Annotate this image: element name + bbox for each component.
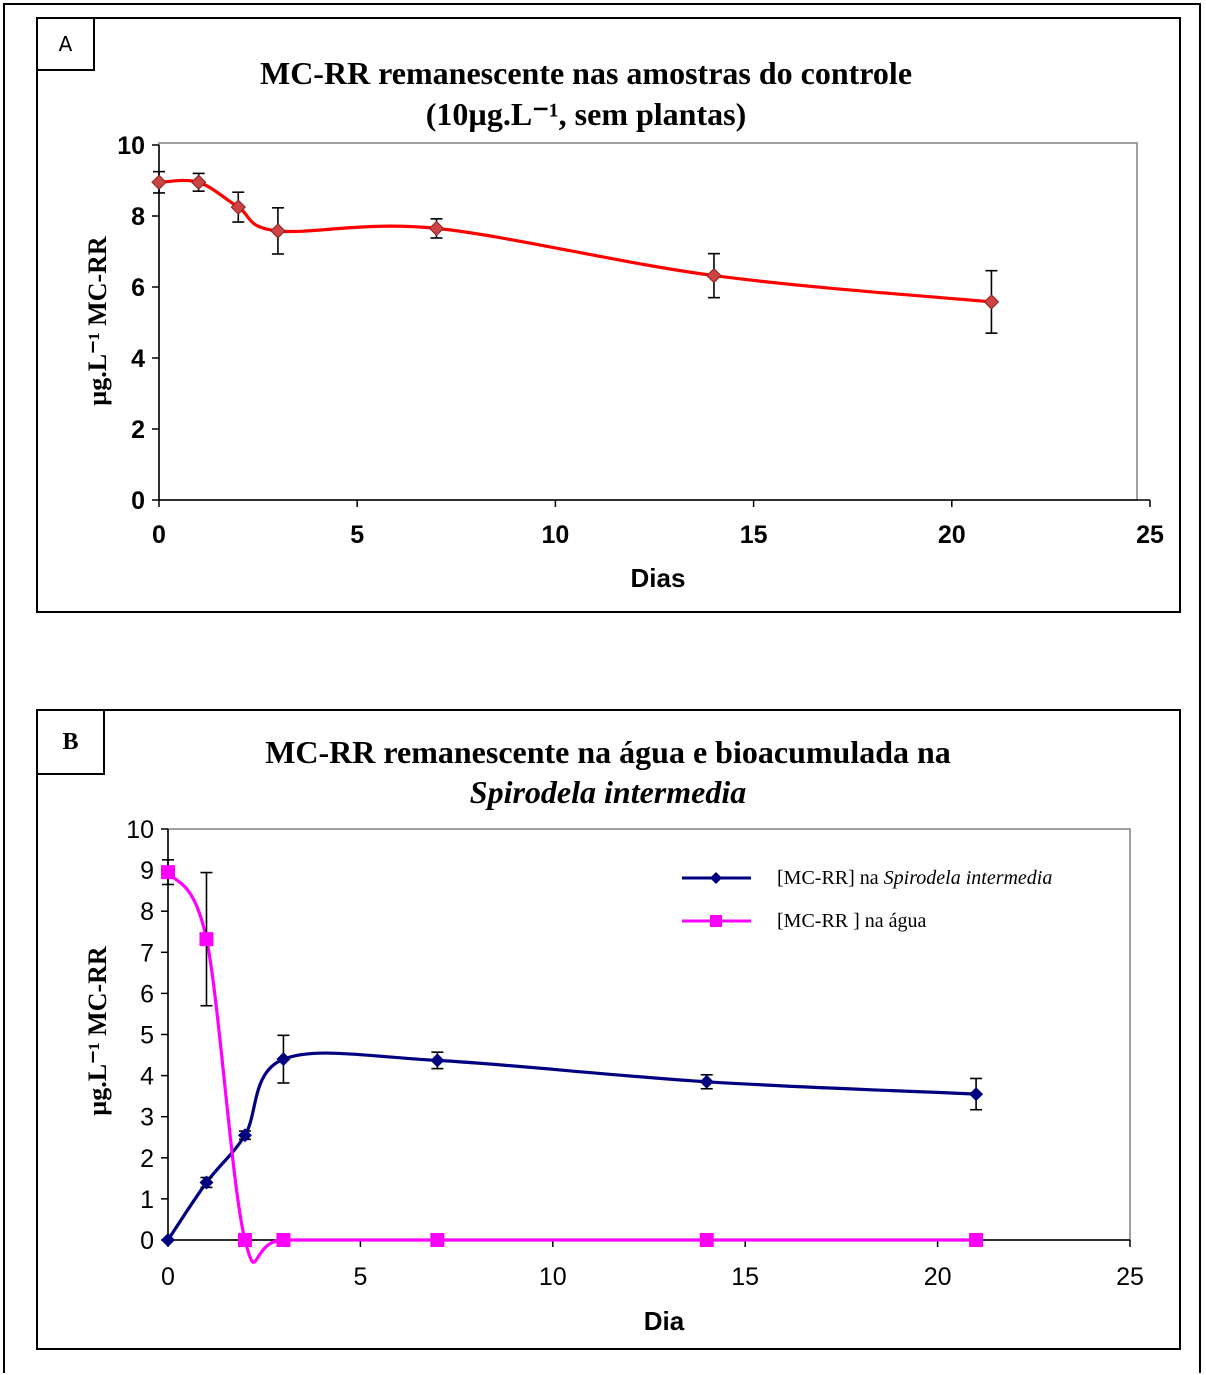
data-point-diamond (969, 1087, 984, 1102)
chart-a-svg: MC-RR remanescente nas amostras do contr… (83, 55, 1164, 593)
y-tick-label: 0 (140, 1227, 154, 1255)
data-point-diamond (706, 267, 722, 284)
legend-label-agua: [MC-RR ] na água (777, 910, 927, 932)
x-tick-label: 20 (924, 1263, 952, 1291)
x-tick-label: 10 (539, 1263, 567, 1291)
data-point-diamond (270, 223, 286, 239)
data-point-square (699, 1233, 714, 1247)
chart-a-x-axis-label: Dias (631, 563, 686, 593)
y-tick-label: 6 (131, 274, 145, 302)
y-tick-label: 4 (140, 1063, 154, 1091)
chart-b-x-axis-label: Dia (644, 1306, 685, 1336)
chart-a-title-line2: (10µg.L⁻¹, sem plantas) (426, 96, 746, 132)
x-tick-label: 10 (541, 521, 569, 549)
y-tick-label: 7 (140, 939, 154, 967)
x-tick-label: 15 (731, 1263, 759, 1291)
y-tick-label: 8 (140, 898, 154, 926)
chart-b-title-line1: MC-RR remanescente na água e bioacumulad… (265, 734, 951, 770)
panel-a-badge: A (38, 19, 95, 71)
y-tick-label: 9 (140, 857, 154, 885)
data-point-diamond (428, 220, 445, 237)
legend-label-spirodela: [MC-RR] na Spirodela intermedia (777, 867, 1052, 889)
legend-marker-spirodela (710, 872, 722, 884)
y-tick-label: 10 (117, 132, 145, 160)
chart-b-y-axis-label: µg.L⁻¹ MC-RR (83, 946, 112, 1116)
data-point-diamond (199, 1175, 214, 1190)
series-line-0 (166, 1051, 977, 1241)
data-point-square (430, 1233, 445, 1247)
x-tick-label: 5 (353, 1263, 367, 1291)
x-tick-label: 5 (350, 521, 364, 549)
y-tick-label: 0 (131, 487, 145, 515)
data-point-square (237, 1233, 252, 1247)
data-point-diamond (983, 294, 1000, 310)
y-tick-label: 10 (126, 816, 154, 844)
y-tick-label: 4 (131, 345, 145, 373)
x-tick-label: 25 (1116, 1263, 1144, 1291)
y-tick-label: 1 (140, 1186, 154, 1214)
chart-b-svg: MC-RR remanescente na água e bioacumulad… (83, 734, 1144, 1336)
chart-a-title-line1: MC-RR remanescente nas amostras do contr… (260, 55, 912, 91)
x-tick-label: 0 (152, 521, 166, 549)
data-point-diamond (699, 1074, 714, 1089)
x-tick-label: 15 (740, 521, 768, 549)
x-tick-label: 0 (161, 1263, 175, 1291)
chart-b-title-line2: Spirodela intermedia (470, 774, 746, 810)
series-line-0 (158, 178, 992, 304)
chart-panel-a: A MC-RR remanescente nas amostras do con… (36, 17, 1181, 613)
data-point-diamond (190, 174, 207, 190)
y-tick-label: 6 (140, 980, 154, 1008)
x-tick-label: 25 (1136, 521, 1164, 549)
y-tick-label: 3 (140, 1104, 154, 1132)
data-point-square (199, 932, 214, 947)
data-point-diamond (151, 174, 167, 190)
y-tick-label: 2 (131, 416, 145, 444)
data-point-diamond (430, 1053, 445, 1068)
x-tick-label: 20 (938, 521, 966, 549)
data-point-diamond (230, 199, 246, 215)
chart-a-plot-area (158, 142, 1138, 501)
data-point-diamond (276, 1052, 291, 1067)
page-frame (3, 3, 1201, 1373)
data-point-square (969, 1233, 984, 1247)
chart-b-legend: [MC-RR] na Spirodela intermedia [MC-RR ]… (682, 867, 1052, 932)
legend-marker-agua (710, 915, 722, 927)
y-tick-label: 8 (131, 203, 145, 231)
data-point-square (276, 1233, 291, 1247)
data-point-diamond (161, 1233, 175, 1247)
chart-b-plot-area (167, 828, 1131, 1241)
y-tick-label: 2 (140, 1145, 154, 1173)
panel-b-badge: B (38, 711, 105, 775)
data-point-square (161, 865, 175, 880)
data-point-diamond (237, 1128, 252, 1143)
series-line-1 (166, 871, 977, 1264)
chart-panel-b: B MC-RR remanescente na água e bioacumul… (36, 709, 1181, 1350)
chart-a-y-axis-label: µg.L⁻¹ MC-RR (83, 236, 112, 406)
y-tick-label: 5 (140, 1022, 154, 1050)
